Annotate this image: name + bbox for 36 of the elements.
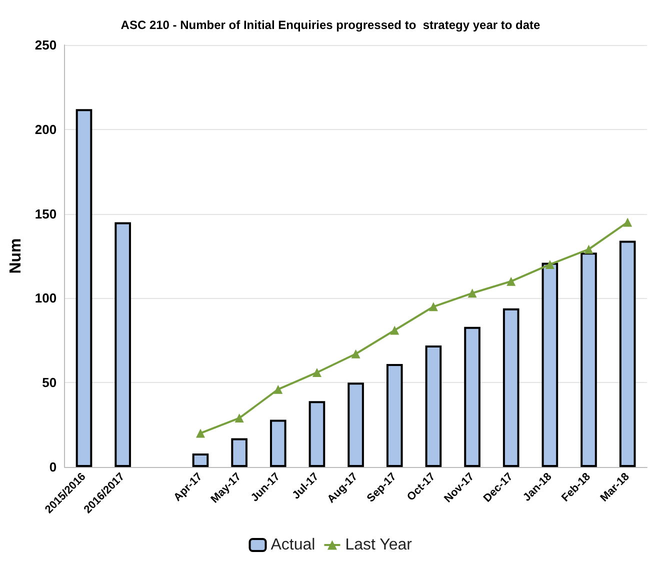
point (428, 302, 438, 312)
legend-label: Actual (270, 536, 316, 554)
point (545, 260, 554, 269)
bar (425, 345, 442, 467)
point (623, 218, 632, 227)
legend-label: Last Year (345, 536, 413, 554)
y-tick-label: 50 (42, 375, 57, 390)
bar (231, 438, 248, 467)
bar (270, 420, 286, 467)
point (390, 326, 400, 335)
y-tick-label: 100 (34, 290, 57, 306)
bar (502, 308, 520, 467)
bar (348, 382, 364, 467)
y-tick-label: 200 (34, 122, 57, 137)
bar (542, 262, 558, 467)
bar (76, 109, 92, 467)
point (274, 384, 283, 394)
bar (619, 240, 636, 467)
point (506, 276, 516, 286)
point (468, 288, 477, 298)
y-tick-label: 0 (49, 460, 57, 474)
point (312, 368, 322, 377)
chart-title: ASC 210 - Number of Initial Enquiries progressed to strategy year to date (120, 18, 541, 32)
y-axis-title: Num (8, 238, 24, 274)
point (196, 428, 205, 438)
y-tick-label: 250 (34, 38, 57, 52)
bar (580, 252, 597, 467)
point (351, 349, 360, 358)
bar (192, 453, 209, 467)
bar (386, 364, 403, 467)
point (584, 244, 594, 254)
y-tick-label: 150 (34, 206, 57, 222)
bar (114, 222, 131, 467)
bar (308, 401, 326, 467)
bar (464, 326, 480, 467)
point (234, 414, 244, 423)
